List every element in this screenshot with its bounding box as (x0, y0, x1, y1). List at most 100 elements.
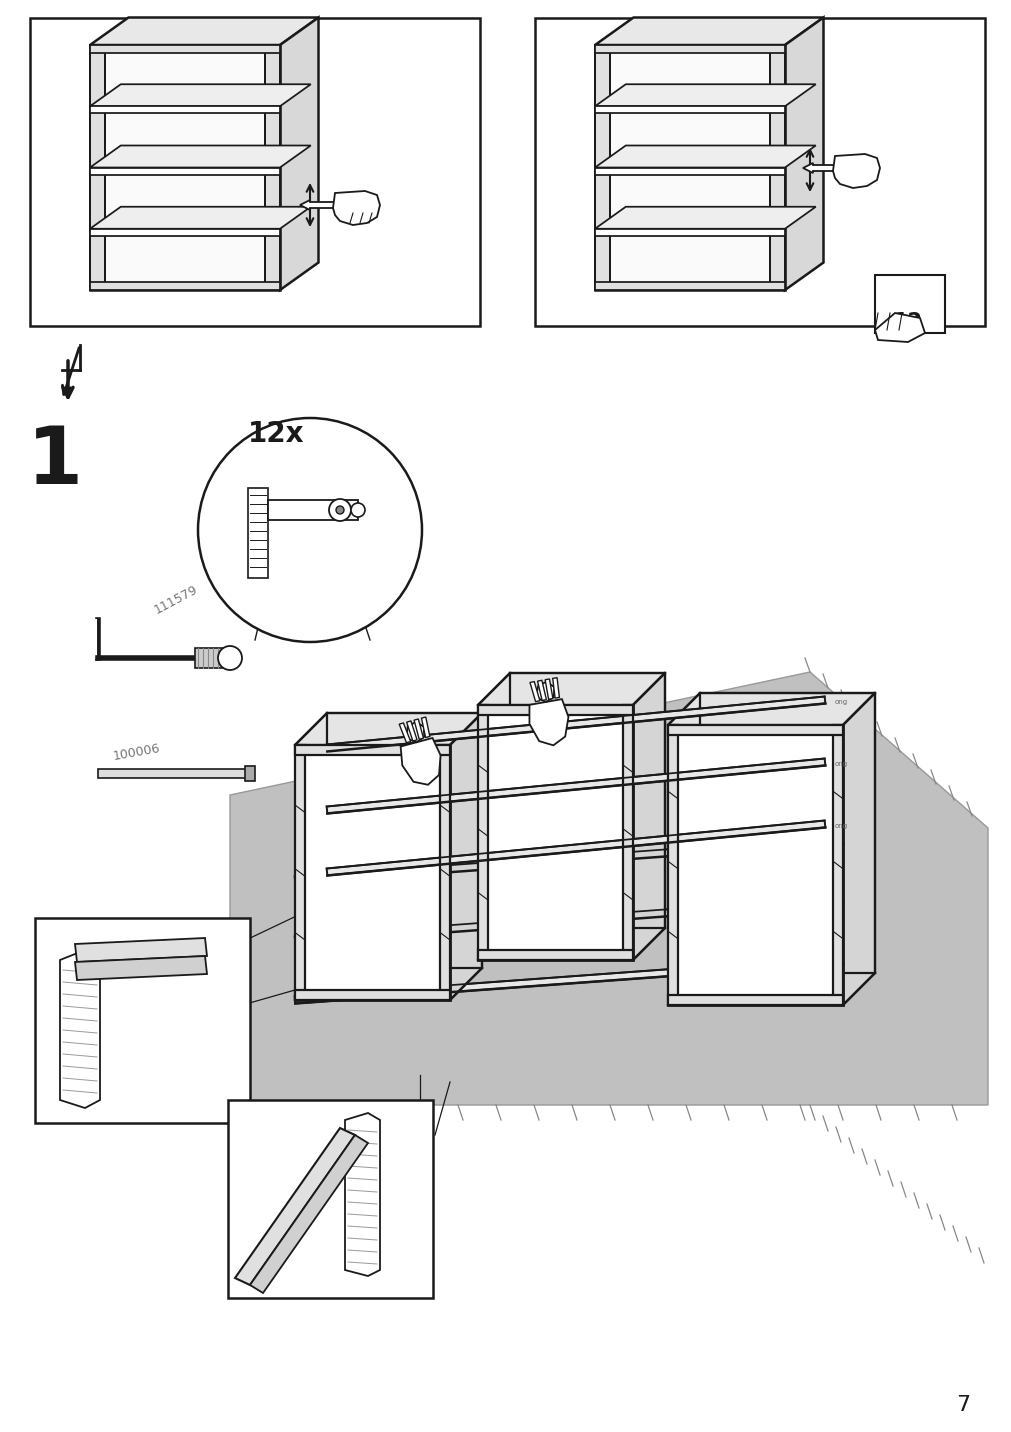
Polygon shape (406, 720, 417, 740)
Polygon shape (537, 680, 546, 700)
Circle shape (217, 646, 242, 670)
Polygon shape (785, 17, 823, 291)
Polygon shape (294, 896, 842, 944)
Polygon shape (345, 1113, 379, 1276)
Polygon shape (398, 723, 410, 743)
Bar (875, 275, 944, 334)
Text: ong: ong (834, 823, 847, 829)
Polygon shape (594, 206, 815, 229)
Polygon shape (530, 682, 540, 702)
Text: 7: 7 (955, 1395, 969, 1415)
Polygon shape (477, 705, 632, 959)
Circle shape (336, 505, 344, 514)
Polygon shape (295, 990, 450, 1000)
Polygon shape (75, 938, 207, 962)
Polygon shape (295, 745, 304, 1000)
Polygon shape (90, 44, 280, 53)
Polygon shape (327, 696, 825, 752)
Text: ong: ong (834, 699, 847, 705)
Polygon shape (90, 44, 105, 291)
Polygon shape (594, 229, 785, 236)
Polygon shape (633, 17, 823, 262)
Polygon shape (594, 44, 610, 291)
Circle shape (351, 503, 365, 517)
Polygon shape (295, 745, 450, 1000)
Polygon shape (327, 759, 825, 813)
Text: 12x: 12x (248, 420, 304, 448)
Polygon shape (90, 168, 280, 175)
Polygon shape (594, 146, 815, 168)
Text: 100006: 100006 (112, 742, 161, 763)
Polygon shape (477, 705, 487, 959)
Polygon shape (477, 949, 632, 959)
Polygon shape (90, 84, 310, 106)
Text: 1: 1 (27, 422, 83, 501)
Polygon shape (90, 17, 318, 44)
Polygon shape (333, 190, 379, 225)
FancyArrow shape (802, 163, 834, 173)
Bar (98, 769, 248, 778)
Polygon shape (842, 693, 875, 1005)
Polygon shape (75, 957, 207, 979)
Polygon shape (413, 719, 423, 739)
Polygon shape (422, 717, 430, 737)
Bar (535, 19, 984, 326)
Polygon shape (832, 155, 880, 188)
Text: 12: 12 (893, 312, 922, 332)
Polygon shape (594, 282, 785, 291)
Polygon shape (229, 672, 987, 1106)
Polygon shape (552, 677, 559, 699)
FancyArrow shape (299, 200, 335, 211)
Polygon shape (235, 1128, 355, 1285)
Polygon shape (632, 673, 664, 959)
Polygon shape (295, 713, 481, 745)
Polygon shape (529, 699, 568, 745)
Polygon shape (477, 705, 632, 715)
Polygon shape (60, 949, 100, 1108)
Bar (195, 649, 226, 667)
Circle shape (198, 418, 422, 642)
Polygon shape (294, 957, 842, 1004)
Polygon shape (90, 106, 280, 113)
Polygon shape (90, 146, 310, 168)
Polygon shape (327, 821, 825, 875)
Polygon shape (440, 745, 450, 1000)
Polygon shape (667, 725, 842, 1005)
Polygon shape (477, 673, 664, 705)
Polygon shape (90, 282, 280, 291)
Polygon shape (594, 84, 815, 106)
Polygon shape (400, 737, 440, 785)
Polygon shape (667, 693, 875, 725)
Bar (35, 918, 250, 1123)
Polygon shape (667, 995, 842, 1005)
Polygon shape (545, 679, 552, 699)
Polygon shape (90, 44, 280, 291)
Polygon shape (594, 17, 823, 44)
Polygon shape (594, 168, 785, 175)
Polygon shape (294, 836, 842, 884)
Polygon shape (90, 206, 310, 229)
Polygon shape (128, 17, 318, 262)
Polygon shape (667, 725, 677, 1005)
Polygon shape (623, 705, 632, 959)
Polygon shape (594, 106, 785, 113)
Polygon shape (832, 725, 842, 1005)
Polygon shape (280, 17, 318, 291)
Circle shape (329, 498, 351, 521)
Polygon shape (536, 682, 554, 702)
Polygon shape (667, 725, 842, 735)
Polygon shape (875, 314, 924, 342)
Text: ong: ong (834, 760, 847, 768)
Bar (227, 1100, 433, 1297)
Polygon shape (295, 745, 450, 755)
Polygon shape (248, 488, 268, 579)
Bar (30, 19, 479, 326)
Polygon shape (406, 722, 424, 742)
Polygon shape (769, 44, 785, 291)
Polygon shape (265, 44, 280, 291)
Polygon shape (268, 500, 358, 520)
Polygon shape (450, 713, 481, 1000)
Polygon shape (594, 44, 785, 291)
Polygon shape (594, 44, 785, 53)
Text: 111579: 111579 (152, 583, 200, 617)
